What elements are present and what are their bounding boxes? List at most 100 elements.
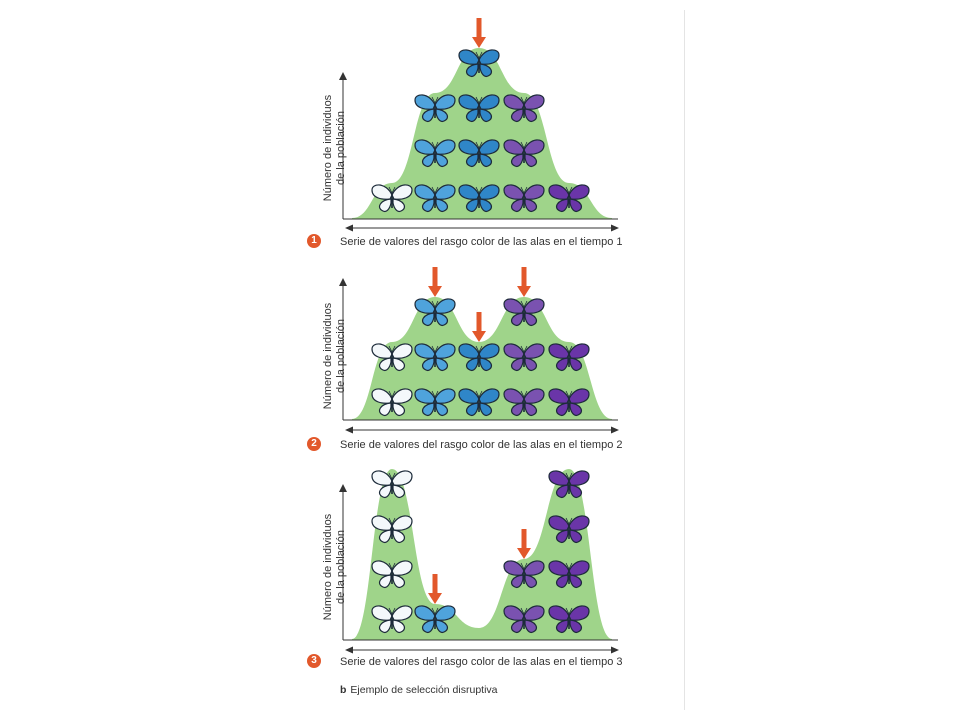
upper-left-wing (414, 605, 436, 621)
lower-right-wing (479, 153, 493, 168)
arrow-shaft (521, 267, 527, 287)
butterfly-light-blue (414, 605, 456, 634)
lower-right-wing (524, 402, 538, 417)
antennae (475, 51, 483, 59)
lower-right-wing (569, 357, 583, 372)
upper-left-wing (414, 343, 436, 359)
upper-left-wing (458, 388, 480, 404)
upper-left-wing (503, 560, 525, 576)
x-axis-left-arrowhead (345, 426, 353, 434)
divider-line (684, 10, 685, 710)
lower-left-wing (421, 198, 435, 213)
selection-arrow (517, 529, 531, 559)
lower-left-wing (555, 402, 569, 417)
butterfly-white (371, 605, 413, 634)
butterfly-white (371, 515, 413, 544)
lower-left-wing (465, 357, 479, 372)
upper-right-wing (478, 49, 500, 65)
antennae (565, 517, 573, 525)
step-badge-2: 2 (307, 437, 321, 451)
arrow-shaft (432, 267, 438, 287)
upper-right-wing (568, 184, 590, 200)
upper-right-wing (434, 94, 456, 110)
butterfly-light-blue (414, 94, 456, 123)
panel-time-1: Número de individuos de la población 1 S… (0, 0, 960, 248)
butterfly-violet (503, 94, 545, 123)
upper-left-wing (503, 139, 525, 155)
lower-left-wing (378, 619, 392, 634)
lower-right-wing (392, 529, 406, 544)
distribution-area (352, 48, 612, 219)
lower-right-wing (479, 357, 493, 372)
lower-left-wing (465, 198, 479, 213)
lower-right-wing (524, 619, 538, 634)
lower-right-wing (392, 402, 406, 417)
upper-right-wing (523, 94, 545, 110)
selection-arrow (472, 18, 486, 48)
lower-left-wing (421, 619, 435, 634)
lower-right-wing (435, 312, 449, 327)
lower-right-wing (392, 574, 406, 589)
antennae (431, 186, 439, 194)
upper-left-wing (371, 343, 393, 359)
upper-right-wing (478, 388, 500, 404)
lower-right-wing (392, 198, 406, 213)
upper-right-wing (568, 343, 590, 359)
arrow-shaft (432, 574, 438, 594)
butterfly-light-blue (414, 184, 456, 213)
upper-left-wing (503, 605, 525, 621)
panel-time-3: Número de individuos de la población 3 S… (0, 0, 960, 668)
antennae (475, 96, 483, 104)
upper-right-wing (391, 184, 413, 200)
figure-caption: b Ejemplo de selección disruptiva (340, 684, 498, 696)
butterfly-blue (458, 94, 500, 123)
panel-3-plot (339, 469, 619, 654)
antennae (475, 390, 483, 398)
upper-right-wing (523, 184, 545, 200)
upper-left-wing (458, 49, 480, 65)
butterfly-purple (548, 560, 590, 589)
upper-left-wing (414, 94, 436, 110)
upper-left-wing (371, 515, 393, 531)
butterfly-blue (458, 139, 500, 168)
lower-left-wing (465, 402, 479, 417)
upper-right-wing (434, 605, 456, 621)
antennae (520, 607, 528, 615)
lower-left-wing (378, 574, 392, 589)
upper-right-wing (391, 470, 413, 486)
antennae (388, 345, 396, 353)
butterfly-purple (548, 184, 590, 213)
lower-left-wing (378, 529, 392, 544)
upper-right-wing (523, 560, 545, 576)
upper-right-wing (478, 184, 500, 200)
antennae (565, 390, 573, 398)
butterfly-purple (548, 470, 590, 499)
upper-right-wing (523, 139, 545, 155)
lower-right-wing (569, 198, 583, 213)
upper-left-wing (414, 388, 436, 404)
upper-left-wing (548, 470, 570, 486)
lower-right-wing (569, 484, 583, 499)
upper-left-wing (371, 470, 393, 486)
antennae (431, 345, 439, 353)
antennae (520, 390, 528, 398)
butterfly-white (371, 184, 413, 213)
y-axis-arrowhead (339, 72, 347, 80)
x-axis-right-arrowhead (611, 646, 619, 654)
lower-left-wing (465, 108, 479, 123)
butterfly-violet (503, 343, 545, 372)
upper-left-wing (548, 184, 570, 200)
x-axis-label: Serie de valores del rasgo color de las … (340, 656, 623, 668)
antennae (520, 345, 528, 353)
y-axis-label: Número de individuos de la población (322, 502, 358, 632)
lower-right-wing (569, 402, 583, 417)
upper-left-wing (458, 139, 480, 155)
upper-left-wing (371, 560, 393, 576)
butterfly-blue (458, 343, 500, 372)
lower-right-wing (479, 108, 493, 123)
antennae (431, 96, 439, 104)
butterfly-violet (503, 605, 545, 634)
antennae (475, 345, 483, 353)
upper-right-wing (391, 560, 413, 576)
x-axis-right-arrowhead (611, 426, 619, 434)
